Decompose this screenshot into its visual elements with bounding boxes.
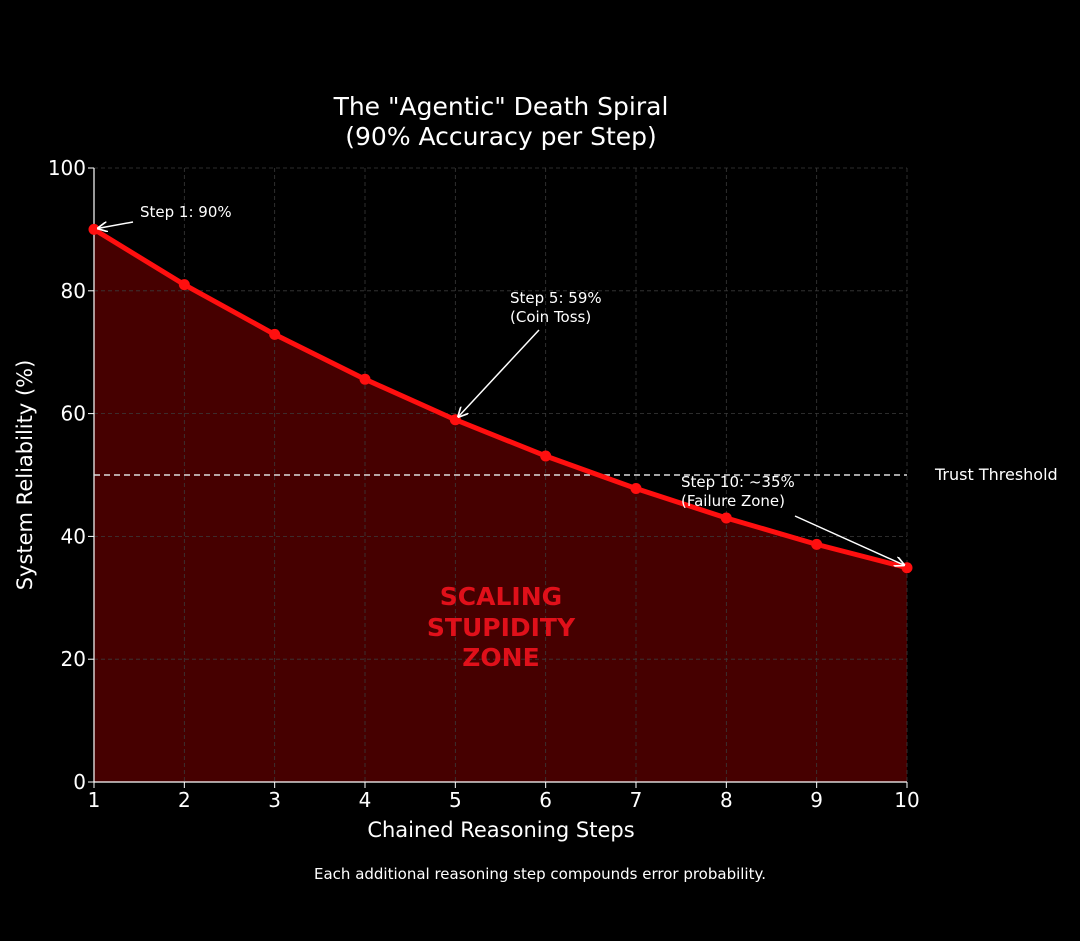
data-point-step-4 [359, 373, 371, 385]
y-tick-label-80: 80 [61, 279, 86, 303]
annotation-arrow-step5 [458, 329, 540, 417]
data-point-step-10 [901, 562, 913, 574]
threshold-label: Trust Threshold [934, 465, 1058, 484]
y-tick-label-0: 0 [73, 770, 86, 794]
x-tick-label-5: 5 [449, 788, 462, 812]
annotation-step5-text-line-1: Step 5: 59% [510, 289, 602, 307]
footnote: Each additional reasoning step compounds… [314, 865, 766, 883]
annotation-step1-text: Step 1: 90% [140, 203, 232, 221]
x-tick-label-10: 10 [894, 788, 919, 812]
zone-label-line-3: ZONE [462, 643, 539, 672]
data-point-step-2 [178, 279, 190, 291]
zone-label-line-1: SCALING [440, 582, 562, 611]
annotation-step10-text-line-1: Step 10: ~35% [681, 473, 795, 491]
y-tick-label-60: 60 [61, 402, 86, 426]
chart-title-line-2: (90% Accuracy per Step) [345, 122, 657, 151]
y-tick-label-20: 20 [61, 647, 86, 671]
data-point-step-1 [88, 223, 100, 235]
zone-label-line-2: STUPIDITY [427, 613, 576, 642]
area-fill [94, 229, 907, 782]
annotation-step5-text-line-2: (Coin Toss) [510, 308, 591, 326]
data-point-step-3 [269, 328, 281, 340]
data-point-step-9 [811, 538, 823, 550]
x-tick-label-2: 2 [178, 788, 191, 812]
annotation-arrow-step10 [794, 515, 904, 565]
y-tick-label-40: 40 [61, 524, 86, 548]
annotation-arrow-step1 [98, 221, 134, 228]
x-tick-label-1: 1 [88, 788, 101, 812]
series-line [91, 226, 910, 571]
x-axis-label: Chained Reasoning Steps [367, 818, 634, 842]
data-point-step-8 [720, 512, 732, 524]
x-tick-label-6: 6 [539, 788, 552, 812]
y-tick-label-100: 100 [48, 156, 86, 180]
data-point-step-6 [540, 450, 552, 462]
x-tick-label-4: 4 [359, 788, 372, 812]
annotation-step10-text-line-2: (Failure Zone) [681, 492, 785, 510]
x-tick-label-8: 8 [720, 788, 733, 812]
x-tick-label-3: 3 [268, 788, 281, 812]
y-axis-label: System Reliability (%) [13, 360, 37, 591]
x-tick-label-9: 9 [810, 788, 823, 812]
x-tick-label-7: 7 [630, 788, 643, 812]
chart-title-line-1: The "Agentic" Death Spiral [333, 92, 669, 121]
data-point-step-7 [630, 483, 642, 495]
